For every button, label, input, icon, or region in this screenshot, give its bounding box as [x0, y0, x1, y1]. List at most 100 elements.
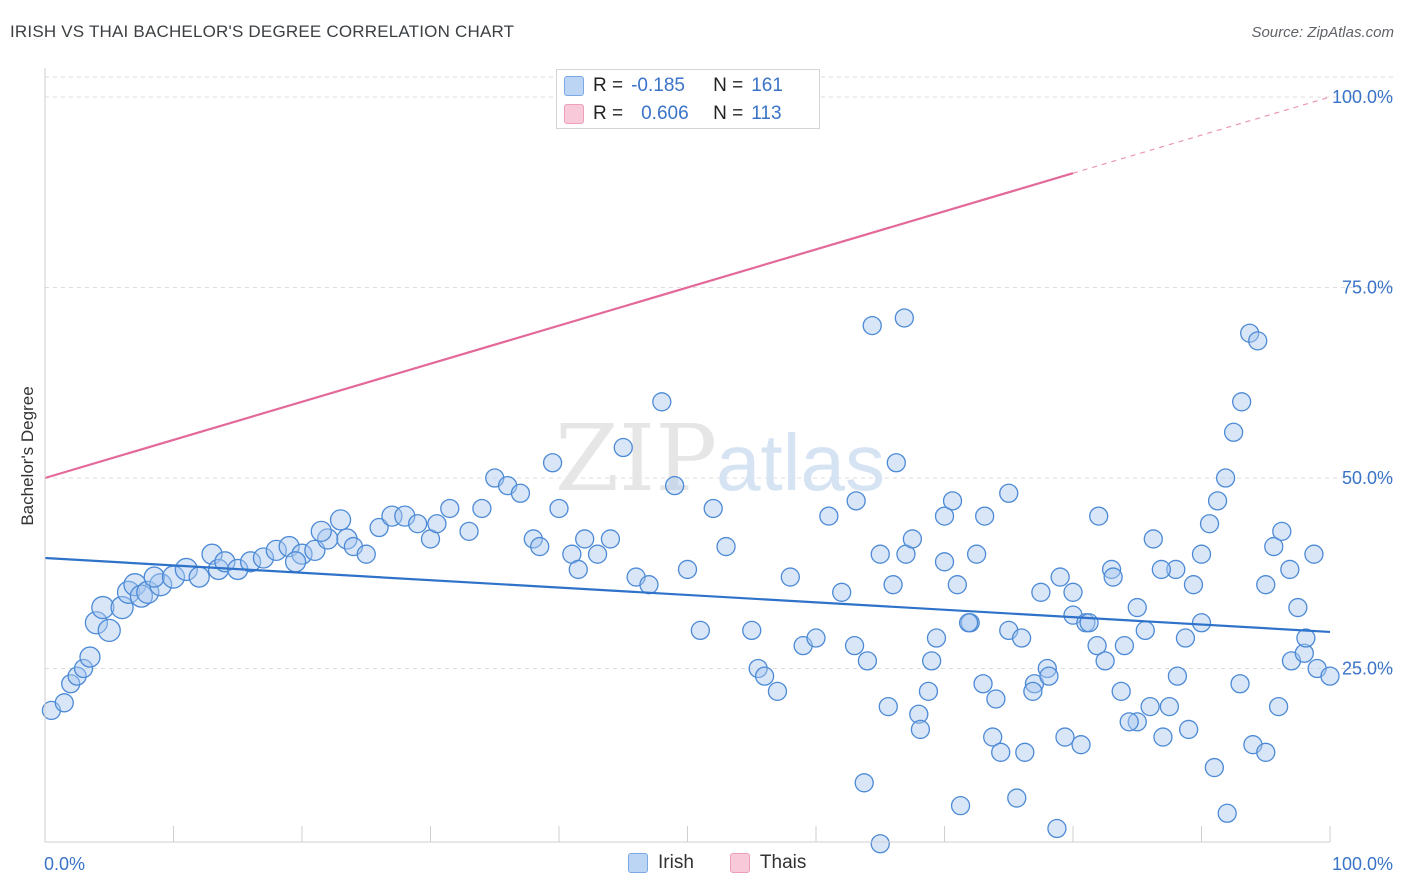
irish-point: [329, 509, 352, 531]
irish-point: [143, 566, 165, 588]
irish-point: [918, 681, 939, 702]
irish-point: [966, 544, 987, 564]
irish-point: [934, 506, 955, 526]
irish-point: [886, 453, 906, 473]
irish-point: [999, 483, 1019, 503]
irish-point: [652, 392, 672, 412]
r-value: 0.606: [641, 103, 689, 124]
irish-point: [1011, 628, 1032, 648]
irish-point: [1047, 818, 1067, 839]
irish-point: [947, 575, 967, 595]
n-value: 161: [751, 75, 783, 96]
irish-point: [110, 595, 134, 620]
irish-point: [1256, 575, 1276, 595]
irish-points: [41, 308, 1340, 854]
irish-point: [1204, 757, 1224, 778]
irish-point: [549, 498, 569, 519]
irish-point: [894, 308, 914, 328]
irish-point: [510, 483, 531, 503]
irish-point: [1039, 666, 1059, 686]
irish-point: [1268, 696, 1289, 717]
irish-point: [922, 651, 942, 671]
irish-point: [983, 727, 1003, 747]
irish-point: [1095, 651, 1115, 671]
irish-point: [806, 628, 826, 648]
x-tick-label: 0.0%: [44, 854, 85, 874]
irish-point: [703, 498, 723, 519]
irish-point: [639, 575, 659, 595]
irish-point: [857, 651, 878, 671]
irish-point: [1119, 712, 1139, 732]
legend-label-irish: Irish: [658, 852, 694, 873]
series-legend: Irish Thais: [628, 852, 842, 874]
irish-point: [942, 491, 963, 511]
irish-point: [748, 658, 768, 679]
source-label: Source: ZipAtlas.com: [1251, 24, 1394, 41]
irish-point: [84, 611, 109, 635]
irish-point: [1101, 559, 1122, 580]
y-tick-label: 25.0%: [1342, 659, 1393, 679]
irish-point: [958, 613, 979, 633]
irish-point: [1288, 597, 1308, 618]
irish-point: [381, 505, 403, 527]
irish-point: [73, 658, 94, 679]
irish-point: [123, 573, 147, 597]
irish-point: [472, 498, 492, 519]
irish-point: [883, 575, 903, 595]
irish-point: [1127, 712, 1147, 732]
irish-point: [991, 742, 1011, 762]
irish-point: [909, 704, 929, 724]
irish-point: [440, 498, 460, 519]
x-tick-label: 100.0%: [1332, 854, 1393, 874]
axes: [44, 68, 1331, 843]
chart-title: IRISH VS THAI BACHELOR'S DEGREE CORRELAT…: [10, 22, 515, 41]
irish-point: [1143, 529, 1163, 549]
irish-swatch: [628, 853, 648, 873]
irish-point: [587, 544, 608, 564]
irish-point: [973, 674, 993, 694]
irish-point: [523, 529, 543, 549]
legend-item-irish[interactable]: Irish: [628, 852, 694, 874]
irish-point: [819, 506, 839, 526]
r-label: R =: [593, 103, 624, 124]
y-axis-label: Bachelor's Degree: [18, 386, 37, 525]
irish-point: [1153, 727, 1173, 747]
irish-point: [1175, 628, 1196, 648]
thai-swatch: [564, 104, 584, 124]
legend-item-thais[interactable]: Thais: [729, 852, 806, 874]
thai-trend-extension: [1072, 96, 1331, 174]
irish-point: [394, 505, 416, 527]
irish-point: [427, 514, 447, 534]
irish-point: [97, 618, 121, 643]
irish-point: [854, 773, 874, 793]
y-tick-label: 75.0%: [1342, 278, 1393, 298]
trend-lines: [44, 96, 1331, 634]
irish-point: [878, 696, 898, 717]
irish-point: [1071, 735, 1091, 755]
irish-point: [214, 551, 236, 573]
thai-trend-line: [44, 172, 1074, 480]
irish-point: [870, 544, 890, 564]
irish-point: [1294, 643, 1314, 663]
irish-point: [600, 529, 621, 549]
irish-point: [252, 547, 275, 569]
irish-point: [780, 567, 800, 587]
irish-point: [1140, 696, 1160, 717]
irish-point: [1015, 742, 1035, 762]
irish-point: [1007, 788, 1027, 808]
irish-point: [1089, 506, 1109, 526]
irish-point: [1256, 742, 1276, 762]
irish-point: [1199, 514, 1220, 534]
irish-point: [716, 536, 736, 557]
irish-point: [1223, 422, 1244, 442]
irish-point: [1135, 620, 1155, 641]
irish-point: [542, 453, 563, 473]
irish-point: [1183, 575, 1204, 595]
irish-point: [1167, 666, 1188, 686]
tick-labels: 25.0% 50.0% 75.0% 100.0% 0.0% 100.0%: [44, 87, 1393, 874]
irish-point: [870, 834, 890, 854]
irish-point: [79, 646, 101, 668]
irish-point: [1114, 635, 1135, 656]
irish-point: [369, 517, 389, 538]
